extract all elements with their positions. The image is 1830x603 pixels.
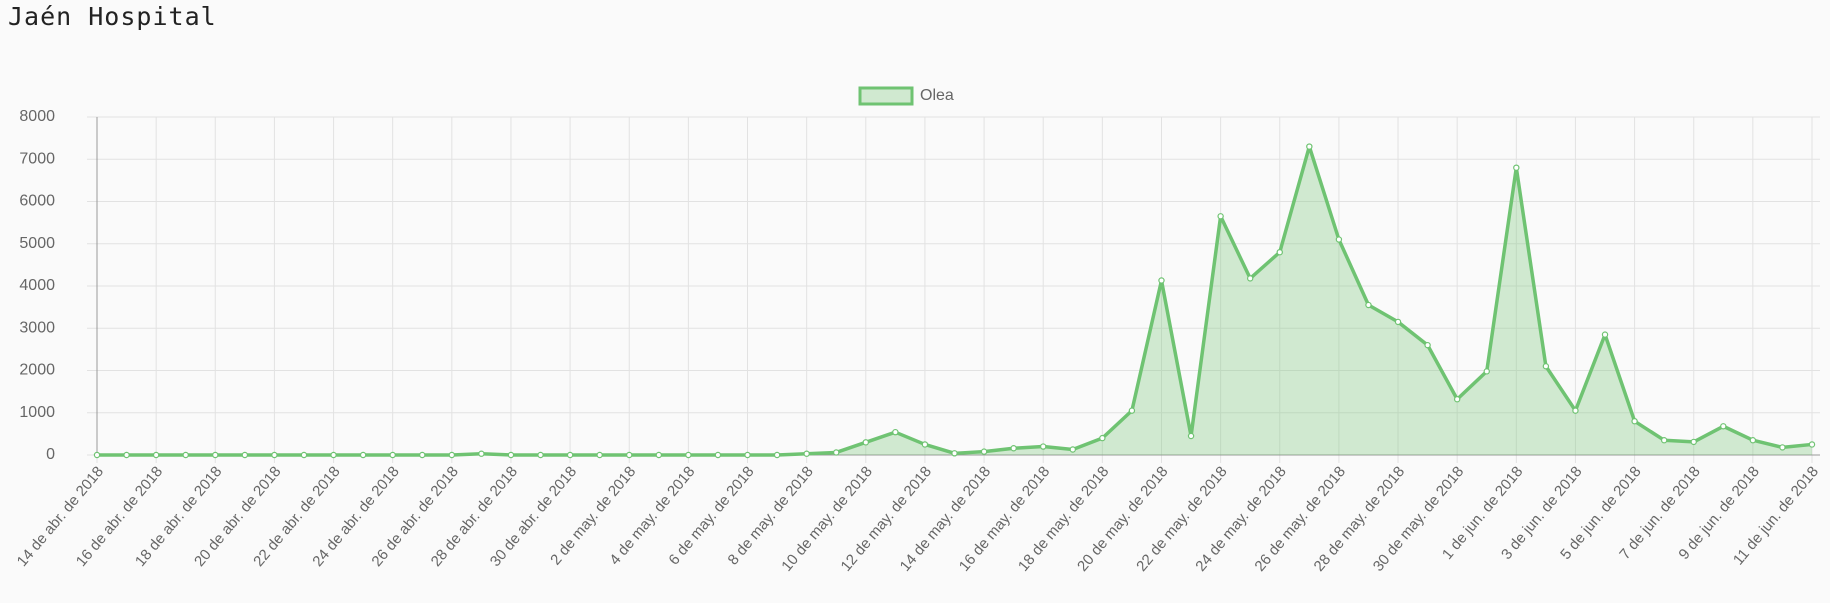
point <box>1306 143 1313 150</box>
point <box>1453 396 1461 403</box>
point <box>1158 277 1165 284</box>
y-tick-label: 7000 <box>19 150 55 167</box>
point <box>1749 437 1757 444</box>
y-tick-label: 3000 <box>19 319 55 336</box>
point <box>951 450 958 457</box>
point <box>921 441 929 448</box>
point <box>596 451 603 459</box>
point <box>389 451 396 459</box>
point <box>566 451 574 459</box>
point <box>359 451 367 459</box>
point <box>1542 363 1550 370</box>
point <box>1690 438 1697 446</box>
point <box>803 450 810 457</box>
y-tick-label: 8000 <box>19 108 55 125</box>
y-tick-label: 1000 <box>19 404 55 421</box>
point <box>1483 368 1490 375</box>
point <box>1128 407 1136 414</box>
point <box>1424 341 1431 349</box>
point <box>862 439 869 446</box>
point <box>1276 248 1283 256</box>
point <box>448 451 456 459</box>
point <box>93 451 101 459</box>
point <box>1246 275 1254 282</box>
point <box>182 451 189 459</box>
point <box>1720 423 1727 430</box>
point <box>300 451 308 459</box>
point <box>1217 213 1224 220</box>
legend-swatch <box>858 86 914 106</box>
point <box>1513 164 1520 171</box>
point <box>330 451 337 459</box>
point <box>419 451 426 459</box>
point <box>744 451 751 459</box>
point <box>1394 318 1402 326</box>
point <box>1808 441 1816 448</box>
point <box>507 451 515 459</box>
legend-label: Olea <box>920 87 954 104</box>
y-tick-label: 4000 <box>19 277 55 294</box>
point <box>1365 301 1372 309</box>
page-title: Jaén Hospital <box>8 2 217 31</box>
point <box>892 428 899 436</box>
point <box>833 449 840 456</box>
point <box>271 451 278 459</box>
point <box>980 448 988 455</box>
point <box>1069 446 1076 453</box>
point <box>212 451 219 459</box>
point <box>1601 331 1609 338</box>
point <box>152 451 160 459</box>
point <box>1779 444 1786 451</box>
point <box>478 450 485 457</box>
point <box>1660 437 1668 444</box>
point <box>655 451 663 459</box>
point <box>537 451 544 459</box>
point <box>1010 445 1017 452</box>
point <box>241 451 249 459</box>
y-tick-label: 5000 <box>19 235 55 252</box>
y-tick-label: 6000 <box>19 193 55 210</box>
point <box>773 451 781 459</box>
point <box>1572 407 1579 414</box>
y-tick-label: 2000 <box>19 362 55 379</box>
point <box>1335 236 1343 243</box>
point <box>1040 443 1047 450</box>
point <box>1631 418 1638 425</box>
point <box>123 451 130 459</box>
point <box>626 451 633 459</box>
area <box>97 146 1812 455</box>
point <box>714 451 722 459</box>
y-tick-label: 0 <box>46 446 55 463</box>
point <box>685 451 692 459</box>
point <box>1099 434 1106 442</box>
point <box>1187 432 1195 440</box>
